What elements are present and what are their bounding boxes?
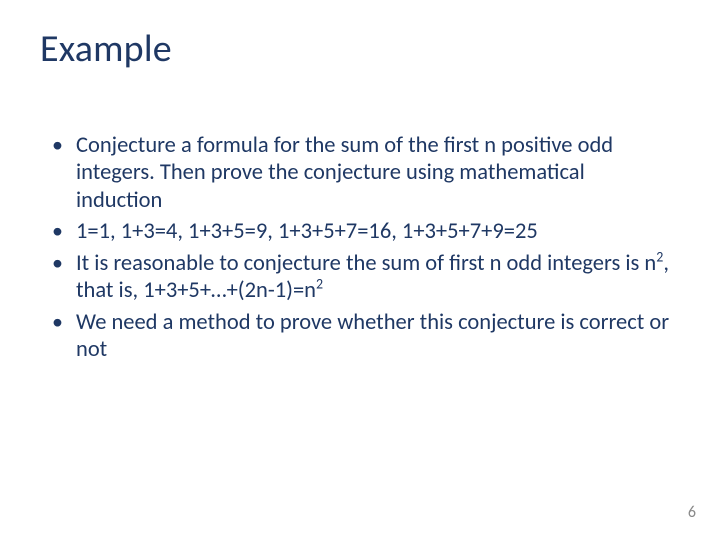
slide-body: Conjecture a formula for the sum of the … — [48, 132, 672, 368]
bullet-text: Conjecture a formula for the sum of the … — [76, 132, 613, 214]
bullet-text: We need a method to prove whether this c… — [76, 309, 669, 363]
bullet-item: Conjecture a formula for the sum of the … — [48, 132, 672, 214]
slide: Example Conjecture a formula for the sum… — [0, 0, 720, 540]
bullet-item: 1=1, 1+3=4, 1+3+5=9, 1+3+5+7=16, 1+3+5+7… — [48, 218, 672, 245]
bullet-item: It is reasonable to conjecture the sum o… — [48, 250, 672, 305]
page-number: 6 — [688, 503, 696, 522]
bullet-item: We need a method to prove whether this c… — [48, 309, 672, 364]
bullet-text-prefix: It is reasonable to conjecture the sum o… — [76, 250, 656, 277]
bullet-list: Conjecture a formula for the sum of the … — [48, 132, 672, 364]
slide-title: Example — [40, 26, 172, 72]
bullet-text: 1=1, 1+3=4, 1+3+5=9, 1+3+5+7=16, 1+3+5+7… — [76, 218, 538, 245]
superscript: 2 — [316, 276, 323, 293]
